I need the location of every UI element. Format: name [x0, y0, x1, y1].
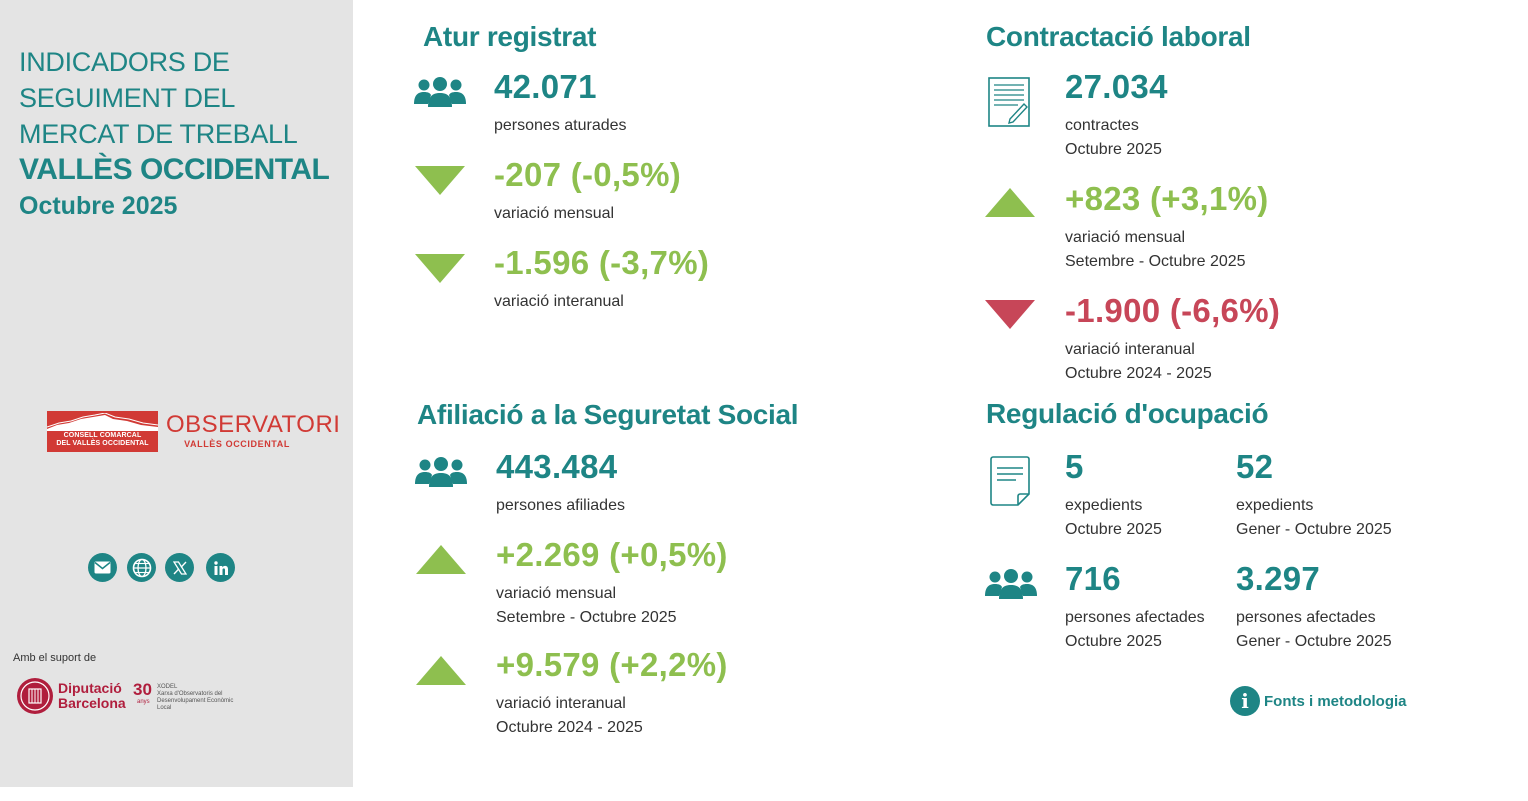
xodel-line-1: XODEL	[157, 684, 178, 690]
atur-monthly-label: variació mensual	[494, 205, 615, 222]
fonts-metodologia-link[interactable]: i Fonts i metodologia	[1230, 686, 1407, 716]
contractacio-value-period: Octubre 2025	[1065, 141, 1162, 158]
info-icon: i	[1230, 686, 1260, 716]
contractacio-title: Contractació laboral	[986, 21, 1251, 52]
people-icon	[985, 569, 1037, 599]
regulacio-pers-month-label: persones afectades	[1065, 609, 1205, 626]
xodel-line-3: Desenvolupament Econòmic Local	[157, 698, 234, 711]
increase-arrow-icon	[416, 656, 466, 685]
regulacio-title: Regulació d'ocupació	[986, 398, 1269, 429]
afiliacio-value-label: persones afiliades	[496, 497, 625, 514]
afiliacio-title: Afiliació a la Seguretat Social	[417, 399, 799, 430]
xodel-anys: anys	[137, 699, 150, 705]
contractacio-yearly-period: Octubre 2024 - 2025	[1065, 365, 1212, 382]
regulacio-pers-ytd-value: 3.297	[1236, 560, 1321, 597]
web-icon[interactable]	[127, 553, 156, 582]
title-line-1: INDICADORS DE	[19, 47, 230, 77]
afiliacio-yearly-period: Octubre 2024 - 2025	[496, 719, 643, 736]
fonts-metodologia-label: Fonts i metodologia	[1264, 692, 1407, 710]
report-title: INDICADORS DE SEGUIMENT DEL MERCAT DE TR…	[19, 44, 339, 224]
contractacio-monthly-label: variació mensual	[1065, 229, 1186, 246]
contract-document-icon	[988, 77, 1030, 127]
decrease-arrow-icon	[415, 166, 465, 195]
regulacio-pers-month-period: Octubre 2025	[1065, 633, 1162, 650]
diputacio-line-1: Diputació	[58, 680, 122, 696]
increase-arrow-icon	[985, 188, 1035, 217]
afiliacio-monthly-period: Setembre - Octubre 2025	[496, 609, 677, 626]
x-icon[interactable]	[165, 553, 194, 582]
afiliacio-monthly-variation: +2.269 (+0,5%)	[496, 536, 728, 573]
people-icon	[415, 457, 467, 487]
observatori-logo[interactable]: OBSERVATORI VALLÈS OCCIDENTAL	[166, 411, 341, 449]
ccvo-line-2: DEL VALLÈS OCCIDENTAL	[56, 440, 149, 447]
atur-yearly-variation: -1.596 (-3,7%)	[494, 244, 710, 281]
atur-value-label: persones aturades	[494, 117, 627, 134]
observatori-subtitle: VALLÈS OCCIDENTAL	[184, 439, 290, 449]
increase-arrow-icon	[416, 545, 466, 574]
atur-yearly-label: variació interanual	[494, 293, 624, 310]
regulacio-exp-ytd-value: 52	[1236, 448, 1274, 485]
atur-value: 42.071	[494, 68, 597, 105]
diputacio-logo[interactable]: Diputació Barcelona	[58, 681, 126, 711]
regulacio-pers-ytd-label: persones afectades	[1236, 609, 1376, 626]
afiliacio-value: 443.484	[496, 448, 618, 485]
decrease-arrow-icon	[985, 300, 1035, 329]
regulacio-exp-month-value: 5	[1065, 448, 1084, 485]
regulacio-pers-month-value: 716	[1065, 560, 1121, 597]
mountain-icon	[47, 413, 158, 431]
afiliacio-yearly-variation: +9.579 (+2,2%)	[496, 646, 728, 683]
region-name: VALLÈS OCCIDENTAL	[19, 153, 330, 186]
file-icon	[990, 456, 1030, 506]
diputacio-seal-icon	[17, 678, 53, 714]
xodel-30-badge: 30	[133, 680, 152, 699]
contractacio-value-label: contractes	[1065, 117, 1139, 134]
contractacio-yearly-label: variació interanual	[1065, 341, 1195, 358]
diputacio-line-2: Barcelona	[58, 695, 126, 711]
linkedin-icon[interactable]	[206, 553, 235, 582]
report-period: Octubre 2025	[19, 192, 178, 220]
observatori-wordmark: OBSERVATORI	[166, 411, 341, 438]
regulacio-exp-ytd-label: expedients	[1236, 497, 1314, 514]
afiliacio-monthly-label: variació mensual	[496, 585, 617, 602]
decrease-arrow-icon	[415, 254, 465, 283]
xodel-line-2: Xarxa d'Observatoris del	[157, 691, 223, 697]
people-icon	[414, 77, 466, 107]
atur-title: Atur registrat	[423, 21, 597, 52]
atur-monthly-variation: -207 (-0,5%)	[494, 156, 682, 193]
xodel-logo[interactable]: XODEL Xarxa d'Observatoris del Desenvolu…	[157, 684, 247, 712]
regulacio-exp-month-period: Octubre 2025	[1065, 521, 1162, 538]
contractacio-monthly-period: Setembre - Octubre 2025	[1065, 253, 1246, 270]
sidebar: INDICADORS DE SEGUIMENT DEL MERCAT DE TR…	[0, 0, 353, 787]
title-line-3: MERCAT DE TREBALL	[19, 119, 298, 149]
title-line-2: SEGUIMENT DEL	[19, 83, 236, 113]
consell-comarcal-logo[interactable]: CONSELL COMARCAL DEL VALLÈS OCCIDENTAL	[47, 411, 158, 452]
regulacio-exp-month-label: expedients	[1065, 497, 1143, 514]
regulacio-exp-ytd-period: Gener - Octubre 2025	[1236, 521, 1392, 538]
contractacio-monthly-variation: +823 (+3,1%)	[1065, 180, 1269, 217]
regulacio-pers-ytd-period: Gener - Octubre 2025	[1236, 633, 1392, 650]
afiliacio-yearly-label: variació interanual	[496, 695, 626, 712]
support-label: Amb el suport de	[13, 652, 97, 664]
mail-icon[interactable]	[88, 553, 117, 582]
contractacio-yearly-variation: -1.900 (-6,6%)	[1065, 292, 1281, 329]
ccvo-line-1: CONSELL COMARCAL	[63, 432, 142, 439]
contractacio-value: 27.034	[1065, 68, 1168, 105]
